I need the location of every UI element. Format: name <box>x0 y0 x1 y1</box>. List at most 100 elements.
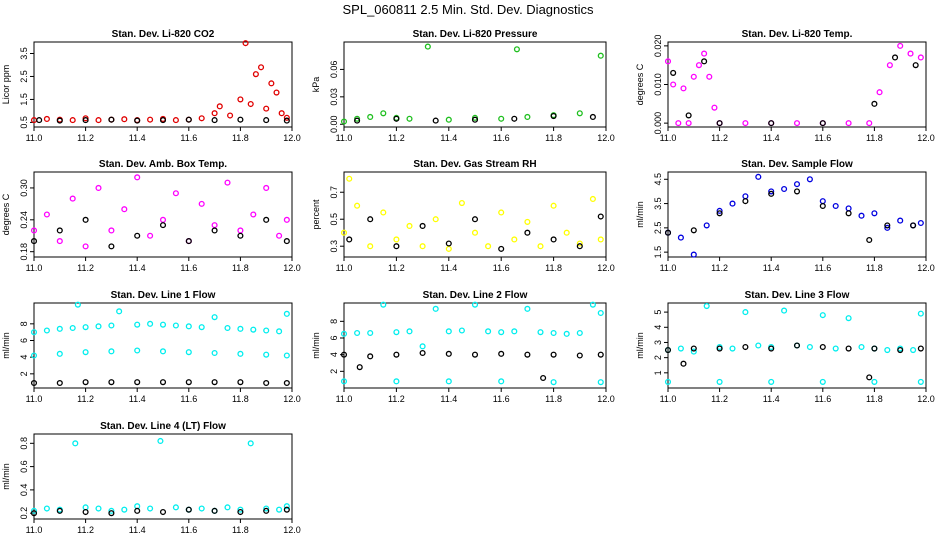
x-tick-label: 11.8 <box>232 133 249 143</box>
data-point <box>485 328 492 335</box>
data-point <box>30 329 38 336</box>
data-point <box>340 118 348 125</box>
data-point <box>485 243 492 250</box>
y-tick-label: 0.2 <box>19 507 29 520</box>
data-point <box>471 216 479 223</box>
y-tick-label: 0.18 <box>19 243 29 261</box>
data-point <box>866 236 873 244</box>
data-point <box>95 323 102 330</box>
x-tick-label: 11.0 <box>660 133 677 143</box>
data-point <box>458 199 465 207</box>
data-point <box>524 229 531 236</box>
data-point <box>703 222 710 229</box>
data-point <box>742 198 749 205</box>
data-point <box>819 198 826 205</box>
data-point <box>121 206 128 213</box>
data-point <box>670 69 677 76</box>
panel-title: Stan. Dev. Line 4 (LT) Flow <box>100 421 226 432</box>
data-point <box>576 352 583 359</box>
data-point <box>917 378 924 385</box>
data-point <box>768 378 775 385</box>
y-tick-label: 0.6 <box>19 460 29 473</box>
data-point <box>806 343 813 351</box>
data-point <box>755 173 762 180</box>
x-tick-label: 11.0 <box>336 394 353 404</box>
x-tick-label: 11.8 <box>232 525 249 535</box>
data-point <box>419 243 426 250</box>
data-point <box>263 327 270 334</box>
data-point <box>690 251 697 258</box>
y-tick-label: 1.5 <box>653 246 663 259</box>
y-axis-label: degrees C <box>635 63 645 105</box>
data-point <box>56 379 63 387</box>
y-tick-label: 0.4 <box>19 484 29 497</box>
data-point <box>36 117 43 124</box>
data-point <box>589 195 596 203</box>
data-point <box>263 507 270 514</box>
data-point <box>832 345 839 352</box>
data-point <box>845 345 852 352</box>
data-point <box>108 379 115 386</box>
figure-title: SPL_060811 2.5 Min. Std. Dev. Diagnostic… <box>342 2 594 17</box>
data-point <box>211 379 218 386</box>
data-point <box>406 115 413 122</box>
data-point <box>793 181 801 188</box>
data-point <box>589 113 596 120</box>
x-tick-label: 12.0 <box>283 525 301 535</box>
data-point <box>121 506 128 513</box>
x-tick-label: 12.0 <box>283 133 301 143</box>
data-point <box>134 507 141 514</box>
data-point <box>340 378 348 385</box>
data-point <box>819 120 826 127</box>
data-point <box>701 58 708 65</box>
data-point <box>211 110 218 117</box>
data-point <box>30 352 38 359</box>
panel-li820-temp: Stan. Dev. Li-820 Temp. degrees C 11.0 11.2… <box>635 29 935 143</box>
data-point <box>211 227 218 234</box>
data-point <box>781 307 788 314</box>
data-point <box>159 216 167 223</box>
data-point <box>393 329 400 336</box>
panel-title: Stan. Dev. Li-820 Temp. <box>742 29 853 40</box>
data-point <box>252 71 259 78</box>
y-tick-label: 0.03 <box>329 88 339 106</box>
plot-frame <box>667 302 927 389</box>
data-point <box>819 312 826 319</box>
data-point <box>134 379 141 386</box>
data-point <box>576 110 583 117</box>
data-point <box>597 379 604 386</box>
data-point <box>498 209 505 216</box>
data-point <box>690 227 697 234</box>
data-point <box>597 52 604 59</box>
plot-frame <box>33 41 293 128</box>
data-point <box>871 210 878 217</box>
y-tick-label: 3.5 <box>653 197 663 210</box>
y-tick-label: 0.8 <box>19 437 29 450</box>
plot-frame <box>33 302 293 389</box>
y-tick-label: 2 <box>653 355 663 360</box>
panel-sample-flow: Stan. Dev. Sample Flow ml/min 11.0 11.2 11.4… <box>635 159 935 273</box>
data-point <box>283 352 290 359</box>
data-point <box>845 205 852 212</box>
x-tick-label: 11.8 <box>545 394 562 404</box>
data-point <box>340 229 348 236</box>
x-tick-label: 11.2 <box>711 263 728 273</box>
x-tick-label: 12.0 <box>917 133 935 143</box>
data-point <box>917 345 924 352</box>
y-axis-label: degrees C <box>1 193 11 235</box>
panel-title: Stan. Dev. Amb. Box Temp. <box>99 159 227 170</box>
data-point <box>597 236 604 243</box>
data-point <box>768 345 775 352</box>
data-point <box>108 116 115 123</box>
data-point <box>445 378 452 385</box>
data-point <box>524 351 531 358</box>
data-point <box>237 379 244 386</box>
data-point <box>677 234 684 241</box>
y-tick-label: 0.3 <box>329 240 339 253</box>
data-point <box>690 348 697 355</box>
data-point <box>819 202 826 210</box>
plot-frame <box>667 171 927 258</box>
data-point <box>108 322 115 329</box>
data-point <box>283 216 290 223</box>
data-point <box>69 117 76 124</box>
